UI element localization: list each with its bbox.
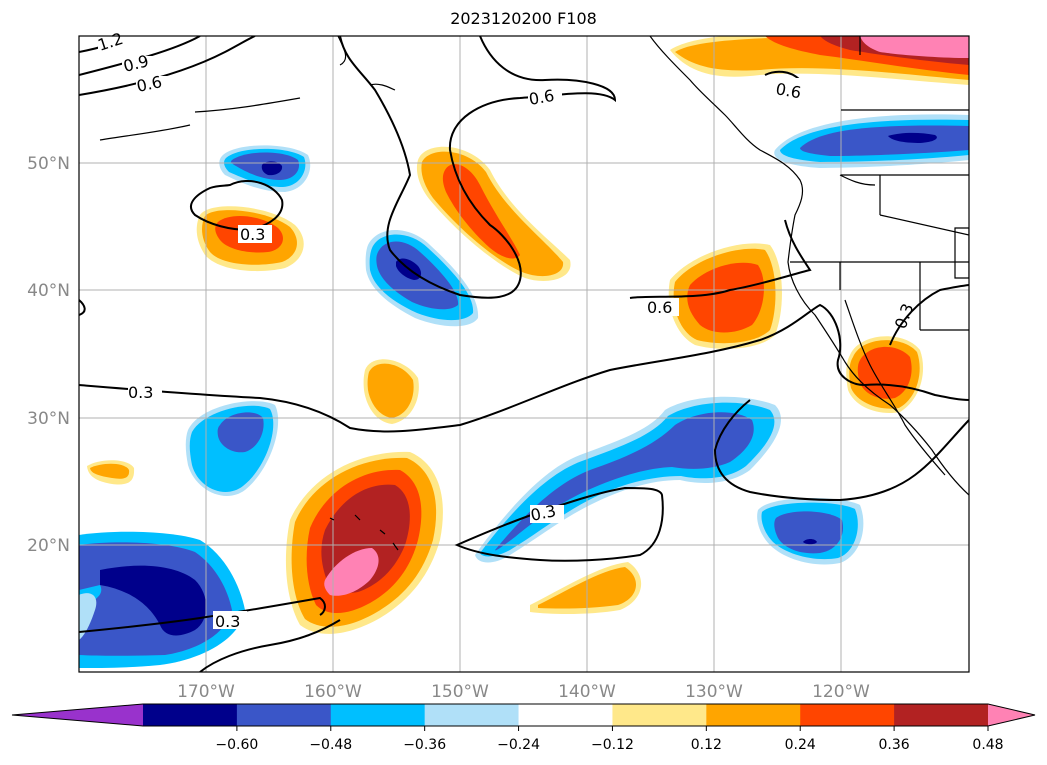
map-gridlines xyxy=(79,36,969,672)
colorbar-tick-label: −0.24 xyxy=(497,737,540,753)
colorbar-segment xyxy=(706,704,801,726)
colorbar-segment xyxy=(518,704,613,726)
colorbar-tick-label: 0.36 xyxy=(879,737,910,753)
lon-tick-label: 120°W xyxy=(812,682,870,702)
contour-label: 0.3 xyxy=(529,501,558,525)
contour-label: 0.6 xyxy=(527,86,555,109)
lat-tick-label: 20°N xyxy=(27,536,70,556)
colorbar-extend-min xyxy=(12,704,143,726)
colorbar-tick-label: −0.12 xyxy=(591,737,634,753)
lat-tick-label: 50°N xyxy=(27,154,70,174)
colorbar-segment xyxy=(143,704,238,726)
colorbar: −0.60 −0.48 −0.36 −0.24 −0.12 0.12 0.24 0.36 0.4… xyxy=(11,703,1036,753)
contour-label: 0.3 xyxy=(215,612,240,631)
contour-label-group: 1.2 0.9 0.6 0.6 0.6 0.6 0.3 0.3 0.3 0.3 … xyxy=(95,29,917,631)
colorbar-segment xyxy=(424,704,520,726)
colorbar-tick-label: −0.48 xyxy=(309,737,352,753)
map-frame xyxy=(78,35,970,673)
contour-label: 0.6 xyxy=(647,298,672,317)
lon-tick-label: 150°W xyxy=(431,682,489,702)
contour-label: 0.6 xyxy=(135,72,164,96)
contour-label: 0.3 xyxy=(240,225,265,244)
lat-tick-label: 30°N xyxy=(27,409,70,429)
lat-tick-label: 40°N xyxy=(27,281,70,301)
colorbar-segment xyxy=(236,704,332,726)
colorbar-segment xyxy=(800,704,895,726)
colorbar-tick-label: 0.48 xyxy=(972,737,1003,753)
longitude-labels: 170°W 160°W 150°W 140°W 130°W 120°W xyxy=(177,682,870,702)
colorbar-extend-max xyxy=(988,704,1035,726)
contour-label: 0.3 xyxy=(128,383,153,402)
contour-label: 0.6 xyxy=(774,79,802,102)
colorbar-segment xyxy=(894,704,989,726)
colorbar-segment xyxy=(612,704,707,726)
lon-tick-label: 160°W xyxy=(304,682,362,702)
latitude-labels: 50°N 40°N 30°N 20°N xyxy=(27,154,70,556)
lon-tick-label: 170°W xyxy=(177,682,235,702)
contour-lines xyxy=(79,36,969,672)
colorbar-tick-label: −0.60 xyxy=(215,737,258,753)
lon-tick-label: 130°W xyxy=(685,682,743,702)
chart-title: 2023120200 F108 xyxy=(450,9,597,28)
colorbar-tick-label: 0.12 xyxy=(691,737,722,753)
colorbar-tick-label: −0.36 xyxy=(403,737,446,753)
colorbar-segment xyxy=(330,704,426,726)
colorbar-outline xyxy=(11,703,1036,727)
lon-tick-label: 140°W xyxy=(558,682,616,702)
colorbar-tick-label: 0.24 xyxy=(785,737,816,753)
